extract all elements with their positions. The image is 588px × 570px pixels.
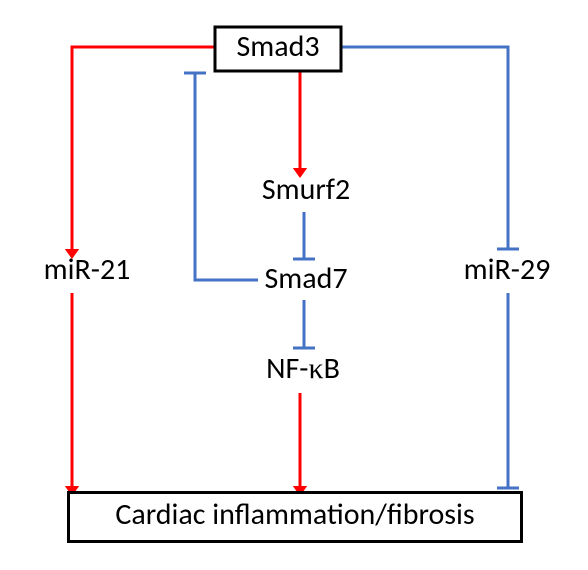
nodes-layer: Smad3 Smurf2 Smad7 NF-κB miR-21 miR-29 Cardiac… <box>44 27 551 542</box>
label-mir29: miR-29 <box>464 251 551 288</box>
pathway-diagram: Smad3 Smurf2 Smad7 NF-κB miR-21 miR-29 Cardiac… <box>0 0 588 570</box>
label-smad7: Smad7 <box>264 260 347 297</box>
label-outcome: Cardiac inflammation/fibrosis <box>115 496 474 533</box>
edge-smad3-mir29 <box>342 47 508 249</box>
label-nfkb: NF-κB <box>266 350 340 387</box>
label-mir21: miR-21 <box>44 251 131 288</box>
label-smad3: Smad3 <box>236 28 319 65</box>
edge-smad7-smad3 <box>195 73 258 280</box>
label-smurf2: Smurf2 <box>262 171 350 208</box>
